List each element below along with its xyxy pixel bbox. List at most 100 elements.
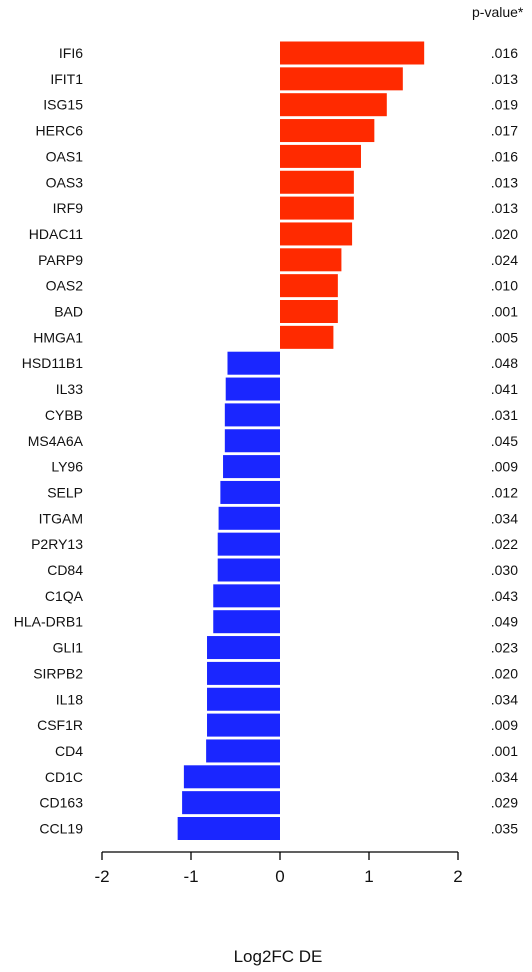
pvalue-bad: .001: [491, 304, 518, 320]
pvalue-cd84: .030: [491, 562, 518, 578]
gene-label-hdac11: HDAC11: [29, 226, 83, 242]
gene-label-gli1: GLI1: [53, 640, 84, 656]
pvalue-ccl19: .035: [491, 821, 518, 837]
bar-parp9: [280, 248, 342, 272]
gene-label-cybb: CYBB: [45, 407, 83, 423]
pvalue-oas2: .010: [491, 278, 518, 294]
bar-p2ry13: [217, 532, 280, 556]
bar-ccl19: [177, 817, 280, 840]
x-tick-label-2: 2: [453, 867, 462, 886]
bar-hmga1: [280, 325, 334, 349]
gene-label-itgam: ITGAM: [39, 510, 83, 526]
pvalue-il33: .041: [491, 381, 518, 397]
pvalue-itgam: .034: [491, 510, 518, 526]
gene-label-cd163: CD163: [39, 795, 83, 811]
bar-gli1: [207, 636, 280, 660]
pvalue-oas3: .013: [491, 174, 518, 190]
bar-bad: [280, 300, 338, 323]
pvalue-irf9: .013: [491, 200, 518, 216]
bar-cd84: [217, 558, 280, 582]
gene-labels-group: IFI6 IFIT1 ISG15 HERC6 OAS1 OAS3 IRF9 HDAC11 PAR…: [14, 45, 84, 837]
pvalue-ms4a6a: .045: [491, 433, 518, 449]
bar-ly96: [223, 455, 280, 479]
gene-label-cd84: CD84: [47, 562, 83, 578]
pvalue-labels-group: .016 .013 .019 .017 .016 .013 .013 .020 .024 .010…: [491, 45, 518, 837]
pvalue-parp9: .024: [491, 252, 518, 268]
bar-hdac11: [280, 222, 353, 246]
pvalue-hla-drb1: .049: [491, 614, 518, 630]
pvalue-cd1c: .034: [491, 769, 518, 785]
pvalue-csf1r: .009: [491, 717, 518, 733]
pvalue-hdac11: .020: [491, 226, 518, 242]
gene-label-oas3: OAS3: [46, 174, 84, 190]
gene-label-il18: IL18: [56, 691, 83, 707]
bar-sirpb2: [207, 661, 280, 685]
pvalue-sirpb2: .020: [491, 665, 518, 681]
pvalue-cd163: .029: [491, 795, 518, 811]
gene-label-cd1c: CD1C: [45, 769, 83, 785]
pvalue-ly96: .009: [491, 459, 518, 475]
bar-ms4a6a: [224, 429, 280, 453]
pvalue-cd4: .001: [491, 743, 518, 759]
gene-label-selp: SELP: [47, 484, 83, 500]
bar-c1qa: [213, 584, 280, 608]
pvalue-c1qa: .043: [491, 588, 518, 604]
gene-label-herc6: HERC6: [36, 123, 84, 139]
gene-label-ifi6: IFI6: [59, 45, 83, 61]
pvalue-herc6: .017: [491, 123, 518, 139]
gene-label-il33: IL33: [56, 381, 83, 397]
pvalue-oas1: .016: [491, 148, 518, 164]
bar-ifit1: [280, 67, 403, 91]
bar-hsd11b1: [227, 351, 280, 375]
x-axis: -2 -1 0 1 2: [94, 851, 463, 886]
pvalue-gli1: .023: [491, 640, 518, 656]
bar-hla-drb1: [213, 610, 280, 634]
bar-il33: [225, 377, 280, 401]
bar-isg15: [280, 93, 387, 117]
bar-herc6: [280, 119, 375, 143]
gene-label-isg15: ISG15: [43, 97, 83, 113]
bar-cd163: [182, 791, 280, 815]
pvalue-header: p-value*: [472, 4, 524, 20]
gene-label-ccl19: CCL19: [39, 821, 83, 837]
gene-label-oas2: OAS2: [46, 278, 84, 294]
x-tick-label--2: -2: [94, 867, 109, 886]
bar-csf1r: [207, 713, 280, 737]
pvalue-selp: .012: [491, 484, 518, 500]
x-tick-label-1: 1: [364, 867, 373, 886]
bar-oas2: [280, 274, 338, 298]
pvalue-il18: .034: [491, 691, 518, 707]
x-axis-title: Log2FC DE: [234, 947, 323, 966]
bar-oas3: [280, 170, 354, 194]
gene-label-ly96: LY96: [51, 459, 83, 475]
gene-label-ifit1: IFIT1: [50, 71, 83, 87]
bar-il18: [207, 687, 280, 711]
bar-cd4: [206, 739, 280, 763]
gene-label-hmga1: HMGA1: [33, 329, 83, 345]
bar-cybb: [224, 403, 280, 427]
bars-group: [177, 41, 425, 840]
gene-label-hsd11b1: HSD11B1: [22, 355, 83, 371]
gene-label-c1qa: C1QA: [45, 588, 84, 604]
bar-selp: [220, 480, 280, 504]
pvalue-hmga1: .005: [491, 329, 518, 345]
bar-ifi6: [280, 41, 425, 65]
bar-oas1: [280, 144, 361, 168]
gene-label-ms4a6a: MS4A6A: [28, 433, 84, 449]
pvalue-cybb: .031: [491, 407, 518, 423]
pvalue-p2ry13: .022: [491, 536, 518, 552]
gene-label-cd4: CD4: [55, 743, 83, 759]
gene-label-irf9: IRF9: [53, 200, 84, 216]
gene-label-bad: BAD: [54, 304, 83, 320]
pvalue-ifit1: .013: [491, 71, 518, 87]
gene-label-sirpb2: SIRPB2: [33, 665, 83, 681]
gene-label-hla-drb1: HLA-DRB1: [14, 614, 83, 630]
pvalue-hsd11b1: .048: [491, 355, 518, 371]
gene-label-parp9: PARP9: [38, 252, 83, 268]
bar-cd1c: [183, 765, 280, 789]
pvalue-isg15: .019: [491, 97, 518, 113]
gene-label-csf1r: CSF1R: [37, 717, 83, 733]
x-tick-label--1: -1: [183, 867, 198, 886]
gene-label-oas1: OAS1: [46, 148, 84, 164]
